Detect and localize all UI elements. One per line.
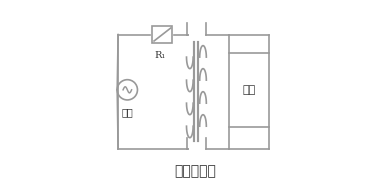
Text: 负载: 负载 bbox=[242, 85, 256, 95]
Text: 电源: 电源 bbox=[122, 107, 133, 117]
Text: R₁: R₁ bbox=[155, 51, 166, 60]
Bar bbox=[152, 26, 172, 43]
Bar bbox=[229, 53, 269, 127]
Text: 应用示意图: 应用示意图 bbox=[174, 164, 217, 178]
